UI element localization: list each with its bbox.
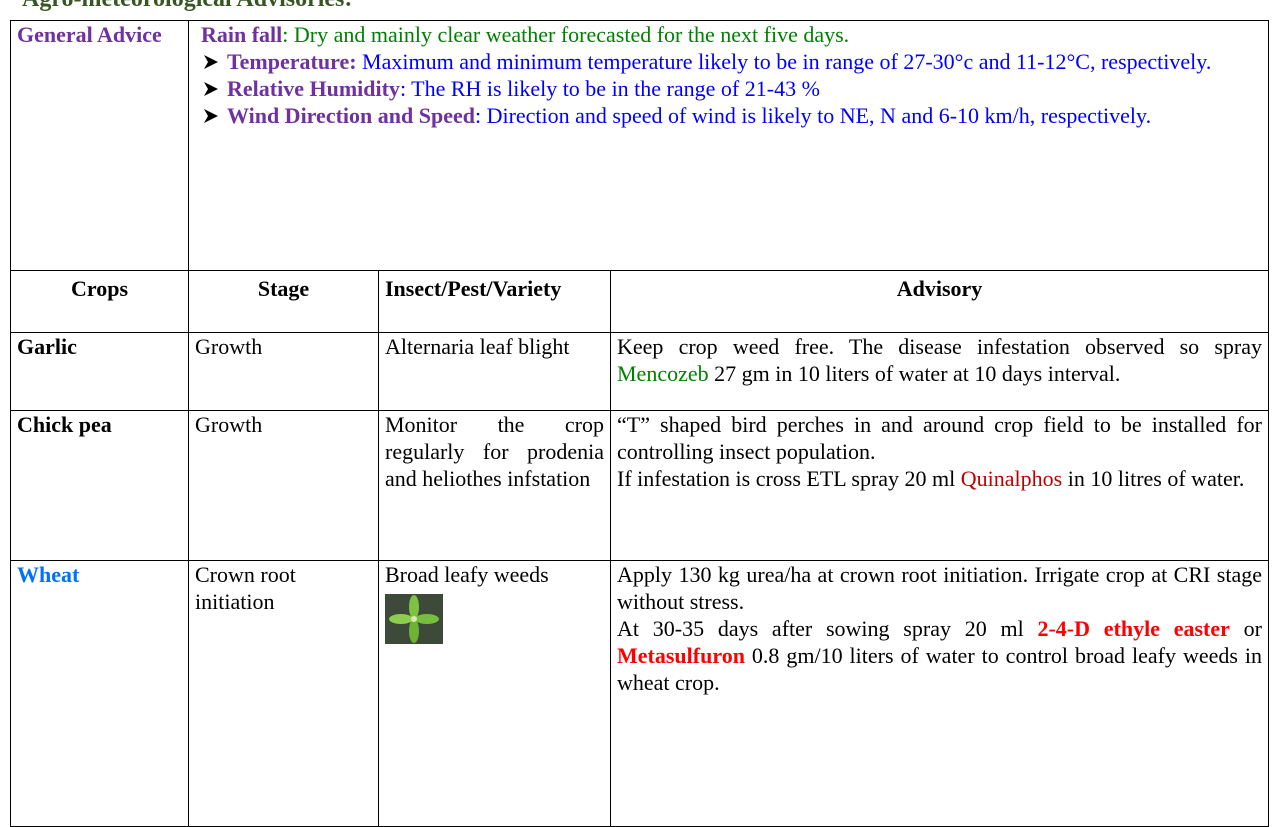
column-header: Insect/Pest/Variety [379, 271, 611, 333]
general-advice-row: General Advice Rain fall: Dry and mainly… [11, 21, 1269, 271]
pest: Monitor the crop regularly for prodenia … [379, 411, 611, 561]
advisory: Keep crop weed free. The disease infesta… [611, 333, 1269, 411]
general-advice-label: General Advice [11, 21, 189, 271]
pest: Alternaria leaf blight [379, 333, 611, 411]
advisory-para: At 30-35 days after sowing spray 20 ml 2… [617, 615, 1262, 696]
advisory-text: or [1230, 616, 1262, 641]
arrow-shape [204, 109, 218, 123]
advisory: “T” shaped bird perches in and around cr… [611, 411, 1269, 561]
rainfall-text: : Dry and mainly clear weather forecaste… [282, 22, 849, 47]
column-header: Crops [11, 271, 189, 333]
chemical: Metasulfuron [617, 643, 745, 668]
bullet-arrow [203, 81, 219, 97]
bullet-body: Maximum and minimum temperature likely t… [357, 49, 1212, 74]
advisory-table: General Advice Rain fall: Dry and mainly… [10, 20, 1269, 827]
chemical: Mencozeb [617, 361, 709, 386]
advisory-para: If infestation is cross ETL spray 20 ml … [617, 465, 1262, 492]
advisory: Apply 130 kg urea/ha at crown root initi… [611, 561, 1269, 827]
bullet-label: Wind Direction and Speed [227, 103, 475, 128]
row-wheat: Wheat Crown root initiation Broad leafy … [11, 561, 1269, 827]
arrow-shape [204, 82, 218, 96]
advisory-text: “T” shaped bird perches in and around cr… [617, 411, 1262, 465]
crop: Chick pea [11, 411, 189, 561]
page-title: Agro-meteorological Advisories: [22, 0, 352, 13]
bullet-arrow [203, 54, 219, 70]
bullet: Relative Humidity: The RH is likely to b… [201, 75, 1262, 102]
row-garlic: Garlic Growth Alternaria leaf blight Kee… [11, 333, 1269, 411]
weed-image [385, 594, 443, 644]
crop: Garlic [11, 333, 189, 411]
bullet-label: Relative Humidity [227, 76, 400, 101]
bullet-list: Temperature: Maximum and minimum tempera… [201, 48, 1262, 129]
bullet-body: : The RH is likely to be in the range of… [400, 76, 820, 101]
pest: Broad leafy weeds [385, 561, 604, 588]
bullet-text: Wind Direction and Speed: Direction and … [227, 102, 1151, 129]
page: Agro-meteorological Advisories: General … [0, 0, 1278, 826]
rainfall-label: Rain fall [201, 22, 282, 47]
bullet-text: Temperature: Maximum and minimum tempera… [227, 48, 1211, 75]
row-chickpea: Chick pea Growth Monitor the crop regula… [11, 411, 1269, 561]
pest-cell: Broad leafy weeds [379, 561, 611, 827]
general-advice-cell: Rain fall: Dry and mainly clear weather … [189, 21, 1269, 271]
stage: Growth [189, 411, 379, 561]
advisory-text: If infestation is cross ETL spray 20 ml [617, 466, 961, 491]
rainfall: Rain fall: Dry and mainly clear weather … [201, 21, 1262, 48]
bullet: Temperature: Maximum and minimum tempera… [201, 48, 1262, 75]
crop: Wheat [11, 561, 189, 827]
bullet-label: Temperature: [227, 49, 357, 74]
chemical: 2-4-D ethyle easter [1037, 616, 1229, 641]
advisory-text: in 10 litres of water. [1062, 466, 1244, 491]
advisory-text: At 30-35 days after sowing spray 20 ml [617, 616, 1037, 641]
chemical: Quinalphos [961, 466, 1062, 491]
arrow-shape [204, 55, 218, 69]
column-header: Stage [189, 271, 379, 333]
advisory-text: Apply 130 kg urea/ha at crown root initi… [617, 561, 1262, 615]
bullet-arrow [203, 108, 219, 124]
column-header: Advisory [611, 271, 1269, 333]
advisory-text: Keep crop weed free. The disease infesta… [617, 334, 1262, 359]
bullet-text: Relative Humidity: The RH is likely to b… [227, 75, 820, 102]
advisory-text: 27 gm in 10 liters of water at 10 days i… [709, 361, 1121, 386]
stage: Growth [189, 333, 379, 411]
bullet: Wind Direction and Speed: Direction and … [201, 102, 1262, 129]
stage: Crown root initiation [189, 561, 379, 827]
bullet-body: : Direction and speed of wind is likely … [475, 103, 1151, 128]
